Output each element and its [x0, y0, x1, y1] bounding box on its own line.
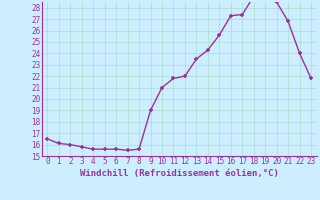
X-axis label: Windchill (Refroidissement éolien,°C): Windchill (Refroidissement éolien,°C) [80, 169, 279, 178]
